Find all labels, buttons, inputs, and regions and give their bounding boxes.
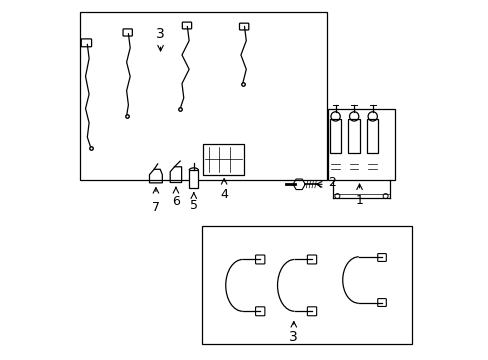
FancyBboxPatch shape <box>377 298 386 306</box>
FancyBboxPatch shape <box>307 307 316 316</box>
Text: 1: 1 <box>355 194 363 207</box>
FancyBboxPatch shape <box>307 255 316 264</box>
Text: 2: 2 <box>327 176 335 189</box>
Bar <box>189 170 198 188</box>
FancyBboxPatch shape <box>377 253 386 261</box>
Polygon shape <box>201 226 411 344</box>
Text: 6: 6 <box>172 195 180 208</box>
FancyBboxPatch shape <box>81 39 91 47</box>
Bar <box>348 119 359 153</box>
FancyBboxPatch shape <box>255 307 264 316</box>
FancyBboxPatch shape <box>123 29 132 36</box>
Text: 4: 4 <box>220 188 227 201</box>
Polygon shape <box>80 12 326 180</box>
Bar <box>203 144 244 175</box>
Bar <box>366 119 378 153</box>
Text: 5: 5 <box>189 199 197 212</box>
Text: 3: 3 <box>289 330 298 344</box>
FancyBboxPatch shape <box>255 255 264 264</box>
Bar <box>329 119 341 153</box>
FancyBboxPatch shape <box>239 23 248 30</box>
Text: 7: 7 <box>152 201 160 214</box>
Bar <box>328 109 394 180</box>
FancyBboxPatch shape <box>182 22 191 29</box>
Text: 3: 3 <box>156 27 164 41</box>
